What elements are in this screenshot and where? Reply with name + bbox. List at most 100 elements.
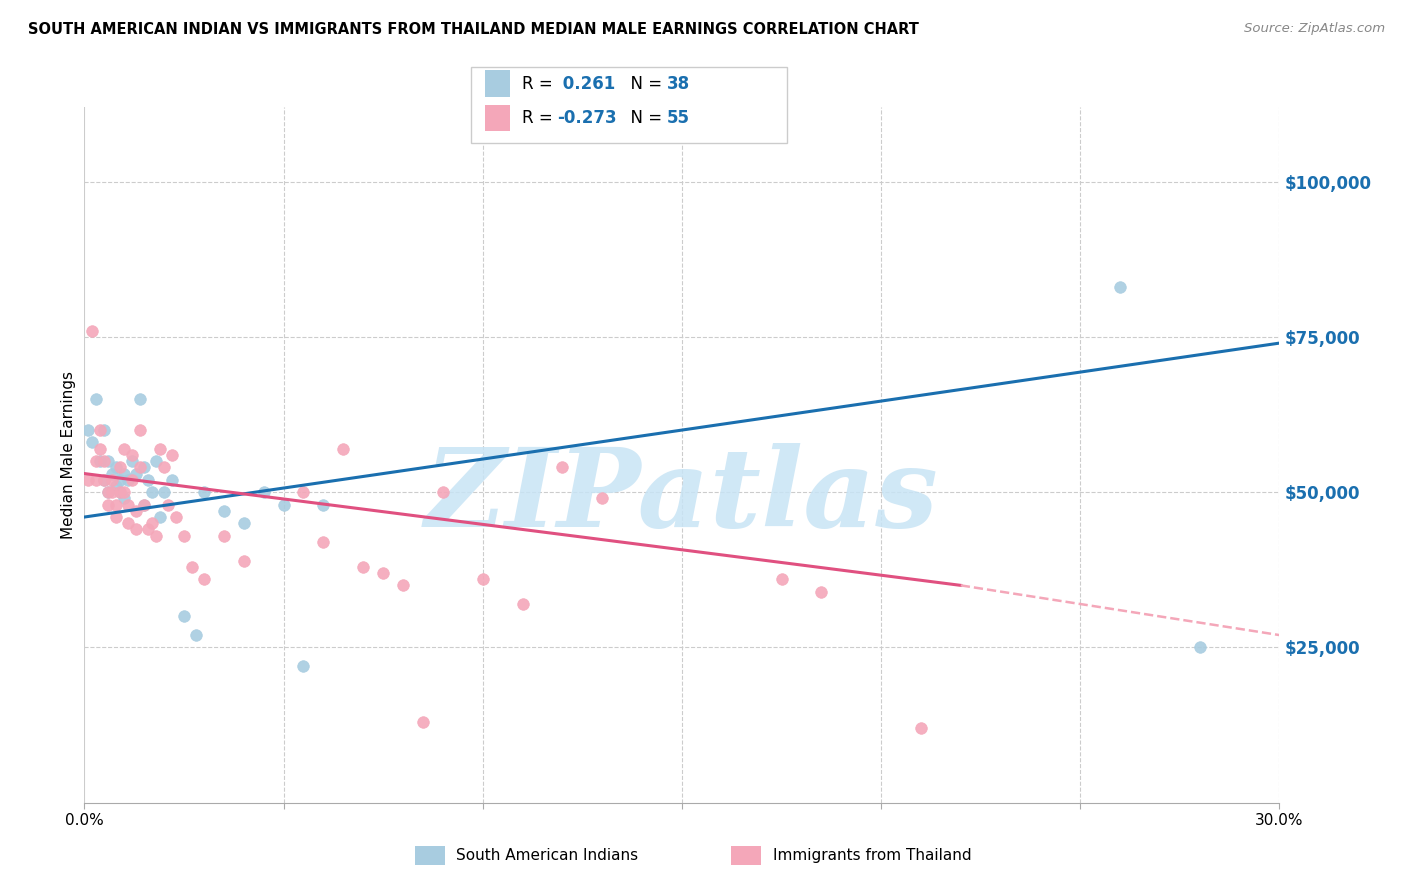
Text: 0.261: 0.261 (557, 75, 614, 93)
Text: 38: 38 (666, 75, 689, 93)
Point (193, 572, 215, 586)
Point (512, 597, 534, 611)
Point (136, 523, 159, 537)
Point (117, 516, 139, 531)
Point (110, 460, 132, 475)
Point (125, 467, 148, 481)
Point (371, 566, 394, 580)
Point (101, 485, 124, 500)
Text: 55: 55 (666, 109, 689, 127)
Point (93, 423, 115, 437)
Point (412, 714, 434, 729)
Point (112, 442, 135, 456)
Point (910, 721, 932, 735)
Point (212, 504, 235, 518)
Point (292, 485, 315, 500)
Point (82, 324, 104, 338)
Point (101, 473, 124, 487)
Point (392, 578, 415, 592)
Point (105, 460, 128, 475)
Y-axis label: Median Male Earnings: Median Male Earnings (60, 371, 76, 539)
Point (551, 460, 574, 475)
Point (110, 485, 132, 500)
Point (89, 442, 111, 456)
Text: N =: N = (620, 109, 668, 127)
Point (1109, 280, 1132, 294)
Point (86, 454, 108, 468)
Point (97, 454, 120, 468)
Point (232, 553, 254, 567)
Text: R =: R = (522, 75, 558, 93)
Point (160, 473, 183, 487)
Point (89, 454, 111, 468)
Point (112, 491, 135, 506)
Point (180, 559, 204, 574)
Text: -0.273: -0.273 (557, 109, 616, 127)
Point (312, 498, 335, 512)
Point (129, 423, 152, 437)
Text: South American Indians: South American Indians (457, 848, 638, 863)
Text: R =: R = (522, 109, 558, 127)
Point (145, 529, 167, 543)
Point (97, 485, 120, 500)
Point (93, 454, 115, 468)
Point (810, 584, 832, 599)
Point (132, 498, 156, 512)
Point (117, 498, 139, 512)
Point (89, 423, 111, 437)
Point (112, 485, 135, 500)
Point (112, 467, 135, 481)
Point (149, 442, 172, 456)
Point (77, 473, 100, 487)
Text: SOUTH AMERICAN INDIAN VS IMMIGRANTS FROM THAILAND MEDIAN MALE EARNINGS CORRELATI: SOUTH AMERICAN INDIAN VS IMMIGRANTS FROM… (28, 22, 920, 37)
Point (136, 473, 159, 487)
Point (157, 498, 180, 512)
Point (193, 485, 215, 500)
Point (153, 460, 176, 475)
Point (141, 516, 163, 531)
Point (173, 609, 195, 624)
Point (105, 479, 128, 493)
Point (173, 529, 195, 543)
Point (184, 628, 207, 642)
Point (101, 467, 124, 481)
Point (332, 442, 354, 456)
Point (117, 473, 139, 487)
Point (97, 485, 120, 500)
Point (292, 659, 315, 673)
Point (129, 460, 152, 475)
Point (105, 498, 128, 512)
Point (129, 392, 152, 406)
Point (110, 473, 132, 487)
Text: ZIPatlas: ZIPatlas (425, 443, 939, 550)
Point (160, 448, 183, 462)
Point (86, 392, 108, 406)
Point (153, 485, 176, 500)
Point (125, 523, 148, 537)
Point (132, 460, 156, 475)
Point (77, 423, 100, 437)
Point (432, 485, 454, 500)
Point (471, 572, 494, 586)
Point (132, 498, 156, 512)
Point (253, 485, 276, 500)
Point (105, 510, 128, 524)
Point (273, 498, 295, 512)
Point (125, 504, 148, 518)
Point (352, 559, 374, 574)
Point (93, 473, 115, 487)
Point (86, 473, 108, 487)
Text: Source: ZipAtlas.com: Source: ZipAtlas.com (1244, 22, 1385, 36)
Point (121, 473, 143, 487)
Point (212, 529, 235, 543)
Point (770, 572, 793, 586)
Point (82, 435, 104, 450)
Text: N =: N = (620, 75, 668, 93)
Point (97, 498, 120, 512)
Point (141, 485, 163, 500)
Point (591, 491, 613, 506)
Point (232, 516, 254, 531)
Text: Immigrants from Thailand: Immigrants from Thailand (773, 848, 972, 863)
Point (93, 473, 115, 487)
Point (149, 510, 172, 524)
